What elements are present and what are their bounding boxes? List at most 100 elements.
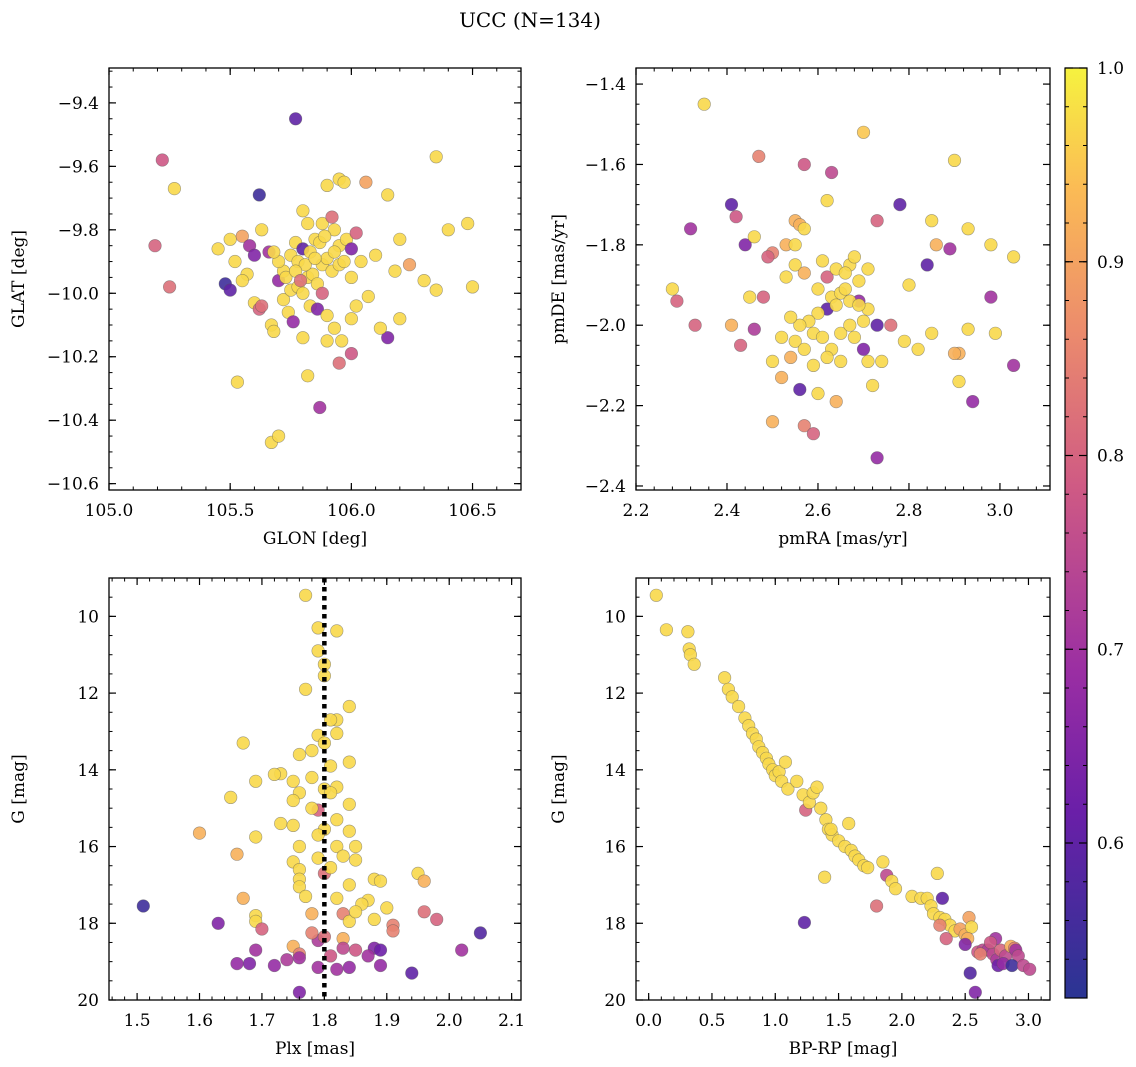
data-point [211,916,225,930]
data-point [296,286,310,300]
y-tick-label: 16 [604,838,626,858]
data-point [824,165,839,180]
data-point [336,849,350,863]
y-tick-label: −10.4 [47,411,99,431]
data-point [354,254,368,269]
data-point [724,198,739,212]
data-point [337,254,351,269]
data-point [349,839,363,854]
data-point [793,318,807,332]
data-point [381,188,395,202]
y-tick-label: 14 [604,761,626,781]
data-point [888,882,903,896]
data-point [228,254,242,269]
x-tick-label: 2.1 [498,1011,525,1031]
data-point [788,238,802,252]
y-axis-label: G [mag] [549,754,569,823]
data-point [838,266,852,280]
data-point [670,294,684,308]
data-point [473,926,488,940]
panel-pmra-pmde: 2.2 2.4 2.6 2.8 3.0 −1.4 −1.6 −1.8 −2.0 −2.2 −2.4 p… [549,67,1051,549]
data-point [856,125,871,139]
data-point [318,229,332,243]
axes-frame [635,67,1051,491]
data-point [230,847,244,861]
data-point [249,830,263,844]
data-point [688,318,702,332]
data-point [255,299,269,313]
data-point [865,378,880,393]
data-point [930,866,944,881]
data-point [293,274,308,288]
y-tick-label: −9.8 [58,221,99,241]
y-tick-label: −2.2 [585,397,626,417]
data-point [925,214,939,228]
points-glon-glat [148,112,480,450]
data-point [335,334,349,348]
data-point [252,188,266,202]
x-tick-label: 0.5 [698,1011,725,1031]
data-point [861,860,875,875]
data-point [683,222,698,236]
data-point [299,682,313,696]
y-tick-label: −1.8 [585,236,626,256]
data-point [380,901,394,915]
data-point [876,855,890,869]
data-point [659,623,674,637]
data-point [961,222,975,236]
data-point [327,321,342,335]
data-point [320,334,334,348]
data-point [852,274,866,288]
data-point [311,621,325,635]
data-point [778,755,793,769]
data-point [267,767,282,782]
data-point [342,797,356,811]
data-point [747,230,761,244]
data-point [817,870,832,884]
data-point [337,175,351,189]
data-point [811,282,825,296]
data-point [388,264,402,278]
data-point [393,312,407,326]
y-tick-label: −9.4 [58,94,99,114]
data-point [729,210,743,224]
data-point [681,625,695,639]
data-point [964,920,979,934]
data-point [861,262,875,276]
data-point [305,743,319,758]
data-point [324,786,338,800]
data-point [843,318,857,332]
data-point [724,318,739,332]
data-point [797,157,811,172]
data-point [342,914,356,929]
x-tick-label: 0.0 [635,1011,662,1031]
colorbar-tick-label: 0.9 [1097,253,1124,273]
data-point [847,330,862,344]
x-tick-label: 2.2 [622,501,649,521]
x-axis-label: BP-RP [mag] [789,1039,898,1059]
data-point [344,242,359,256]
data-point [797,266,811,280]
data-point [236,736,250,750]
data-point [829,298,843,312]
x-tick-label: 2.6 [804,501,831,521]
x-tick-label: 1.7 [248,1011,275,1031]
data-point [301,369,315,383]
data-point [315,216,329,231]
x-tick-label: 1.5 [124,1011,151,1031]
data-point [811,306,825,320]
data-point [752,149,766,163]
data-point [765,415,780,429]
data-point [687,657,701,671]
data-point [361,289,375,304]
data-point [875,354,889,369]
data-point [136,899,150,913]
data-point [952,374,966,389]
x-tick-label: 106.5 [448,501,497,521]
x-tick-label: 105.0 [85,501,134,521]
colorbar-tick-label: 0.7 [1097,640,1124,660]
data-point [279,270,293,285]
data-point [973,947,988,961]
data-point [779,270,793,284]
data-point [367,912,381,927]
